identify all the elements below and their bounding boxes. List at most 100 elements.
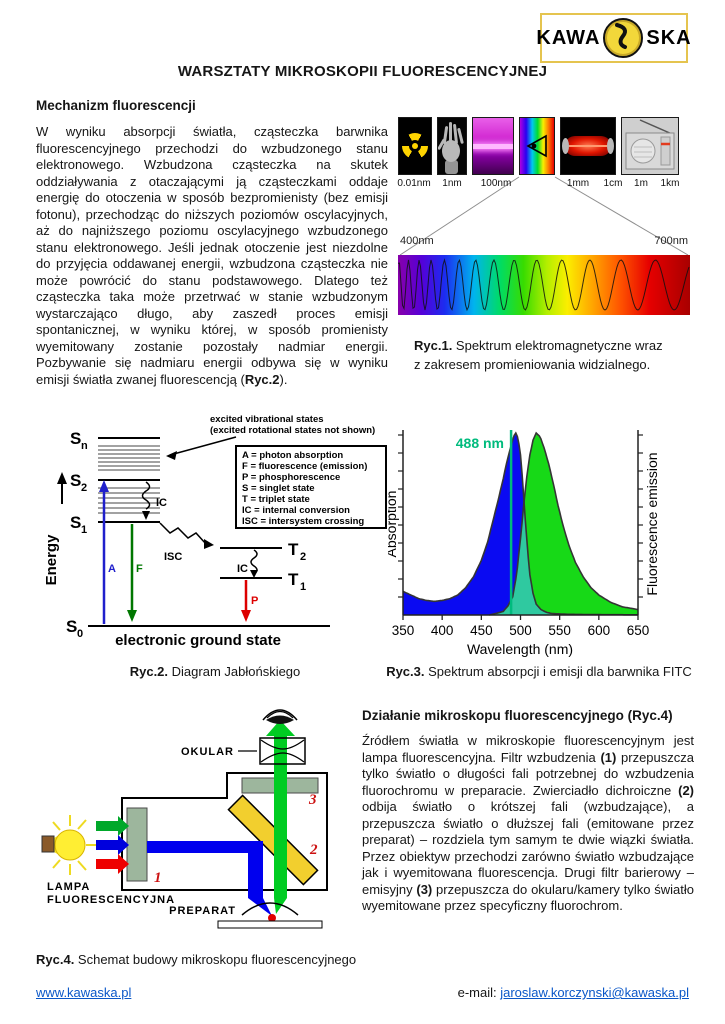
svg-text:P = phosphorescence: P = phosphorescence <box>242 472 340 483</box>
green-beam <box>266 720 295 914</box>
mechanizm-paragraph: W wyniku absorpcji światła, cząsteczka b… <box>36 124 388 387</box>
scale-label: 0.01nm <box>397 178 431 189</box>
dzialanie-paragraph: Źródłem światła w mikroskopie fluorescen… <box>362 733 695 913</box>
infrared-icon <box>560 117 616 175</box>
x-tick-label: 500 <box>509 623 532 638</box>
legend-box <box>235 445 387 529</box>
light-wave <box>397 258 690 312</box>
email-prefix: e-mail: <box>457 985 501 1000</box>
spectrum-tiles <box>398 117 690 175</box>
absorption-area <box>403 433 638 615</box>
mirror2-number: 2 <box>309 842 318 858</box>
scale-label: 1nm <box>442 178 462 189</box>
emission-curve <box>488 431 639 616</box>
isc-label: ISC <box>164 551 182 563</box>
jablonski-diagram: Energy S n S 2 S 1 S 0 A <box>43 414 387 649</box>
svg-text:ISC = intersystem crossing: ISC = intersystem crossing <box>242 516 364 527</box>
objective-dome <box>241 902 299 916</box>
ground-state-label: electronic ground state <box>115 632 281 649</box>
excitation-filter <box>126 807 148 882</box>
page-title: WARSZTATY MIKROSKOPII FLUORESCENCYJNEJ <box>177 63 548 80</box>
scale-label: 1mm <box>566 178 590 189</box>
ic1-label: IC <box>156 497 167 509</box>
x-tick-label: 650 <box>627 623 650 638</box>
chart-areas <box>402 430 639 616</box>
svg-text:1: 1 <box>300 581 306 593</box>
lamp-bulb <box>54 829 86 861</box>
internal-conversion-1 <box>141 481 151 510</box>
spectrum-scale-labels: 0.01nm 1nm 100nm 1mm 1cm 1m 1km <box>397 178 690 191</box>
sine-wave <box>397 258 690 312</box>
eye-icon <box>262 709 298 724</box>
x-axis-label: Wavelength (nm) <box>467 641 573 657</box>
ryc3-caption: Ryc.3. Spektrum absorpcji i emisji dla b… <box>386 664 692 679</box>
level-sn: S <box>70 429 81 448</box>
svg-text:0: 0 <box>77 628 83 640</box>
lampa-label-2: FLUORESCENCYJNA <box>47 894 175 906</box>
filter1-number: 1 <box>154 870 162 886</box>
excitation-arrows <box>96 816 129 874</box>
range-left-label: 400nm <box>400 235 434 247</box>
blue-beam <box>147 841 272 916</box>
scale-label: 1km <box>660 178 680 189</box>
chart-axes: 350 400 450 500 550 600 650 <box>392 430 650 638</box>
right-y-axis-label: Fluorescence emission <box>644 452 660 595</box>
visible-eye-icon <box>519 117 555 175</box>
intersystem-crossing <box>159 522 207 545</box>
ic2-label: IC <box>237 563 248 575</box>
kawaska-logo: KAWA SKA <box>536 13 692 63</box>
svg-text:A = photon absorption: A = photon absorption <box>242 450 343 461</box>
bulb-base <box>41 835 55 853</box>
x-tick-label: 600 <box>588 623 611 638</box>
svg-text:S = singlet state: S = singlet state <box>242 483 315 494</box>
okular-label: OKULAR <box>181 746 234 758</box>
level-t2: T <box>288 540 299 559</box>
x-tick-label: 550 <box>548 623 571 638</box>
svg-text:n: n <box>81 440 88 452</box>
ryc1-caption: Ryc.1. Spektrum elektromagnetyczne wraz … <box>414 338 663 372</box>
scale-label: 100nm <box>480 178 512 189</box>
eyepiece-box <box>259 737 306 765</box>
website-link[interactable]: www.kawaska.pl <box>36 985 132 1000</box>
x-tick-label: 350 <box>392 623 415 638</box>
xray-hand-icon <box>437 117 467 175</box>
preparat-label: PREPARAT <box>169 905 236 917</box>
x-tick-label: 400 <box>431 623 454 638</box>
laser-line-label: 488 nm <box>456 435 504 451</box>
svg-text:F = fluorescence (emission): F = fluorescence (emission) <box>242 461 367 472</box>
svg-text:2: 2 <box>81 482 87 494</box>
microscope-schematic: OKULAR LAMPA FLUORESCENCYJNA PREPARAT 1 … <box>41 709 328 929</box>
radioactive-icon <box>398 117 432 175</box>
svg-text:T = triplet state: T = triplet state <box>242 494 310 505</box>
logo-text-left: KAWA <box>536 26 601 49</box>
specimen-dot <box>268 914 276 922</box>
legend-entries: A = photon absorption F = fluorescence (… <box>242 450 367 527</box>
range-right-label: 700nm <box>654 235 688 247</box>
visible-spectrum-bar <box>397 255 690 315</box>
arrow-a-label: A <box>108 563 116 575</box>
scale-label: 1m <box>634 178 648 189</box>
vibrational-annotation-1: excited vibrational states <box>210 414 324 425</box>
figure-ryc1-spectrum: 0.01nm 1nm 100nm 1mm 1cm 1m 1km 400nm 70… <box>397 117 690 317</box>
arrow-p-label: P <box>251 595 258 607</box>
energy-axis-label: Energy <box>43 534 60 586</box>
radio-icon <box>621 117 679 175</box>
svg-text:IC = internal conversion: IC = internal conversion <box>242 505 350 516</box>
sn-vibrational-levels <box>98 445 160 471</box>
footer-right: e-mail: jaroslaw.korczynski@kawaska.pl <box>458 985 689 1000</box>
arrow-f-label: F <box>136 563 143 575</box>
lampa-label-1: LAMPA <box>47 881 90 893</box>
uv-light-icon <box>472 117 514 175</box>
visible-range-fan: 400nm 700nm <box>399 176 689 256</box>
logo-text-right: SKA <box>646 26 692 49</box>
level-s2: S <box>70 471 81 490</box>
email-link[interactable]: jaroslaw.korczynski@kawaska.pl <box>500 985 689 1000</box>
section-heading-dzialanie: Działanie mikroskopu fluorescencyjnego (… <box>362 708 673 723</box>
level-t1: T <box>288 570 299 589</box>
filter3-number: 3 <box>308 792 317 808</box>
svg-text:2: 2 <box>300 551 306 563</box>
ryc4-caption: Ryc.4. Schemat budowy mikroskopu fluores… <box>36 952 357 967</box>
footer-left: www.kawaska.pl <box>36 985 131 1000</box>
left-y-axis-label: Absorption <box>388 491 399 558</box>
